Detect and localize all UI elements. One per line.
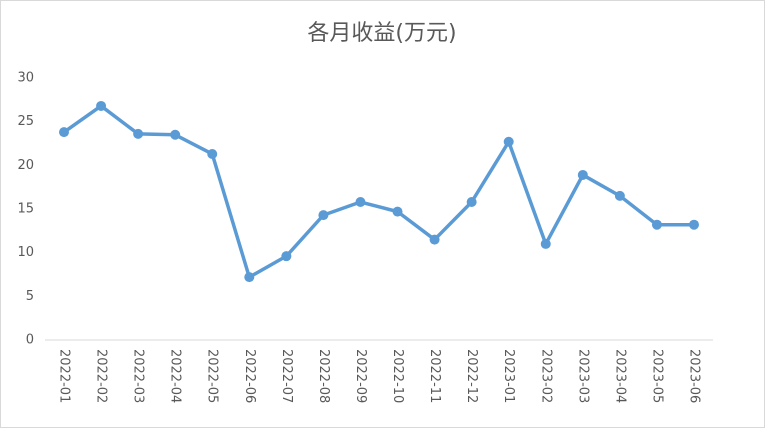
x-tick-label: 2022-03: [131, 349, 146, 403]
x-tick-label: 2023-03: [575, 349, 590, 403]
x-tick-label: 2022-02: [94, 349, 109, 403]
y-tick-label: 15: [17, 202, 34, 217]
x-tick-label: 2022-12: [464, 349, 479, 403]
data-point: [281, 251, 292, 262]
x-tick-label: 2023-01: [501, 349, 516, 403]
chart-title: 各月收益(万元): [307, 21, 456, 46]
y-tick-label: 5: [26, 289, 34, 304]
data-point: [207, 148, 218, 159]
x-tick-label: 2023-02: [538, 349, 553, 403]
data-point: [689, 219, 699, 230]
data-point: [392, 206, 403, 217]
data-point: [503, 136, 514, 147]
data-point: [244, 272, 255, 283]
x-tick-label: 2022-11: [427, 349, 442, 403]
data-point: [133, 128, 144, 139]
y-tick-label: 30: [17, 71, 34, 86]
x-tick-label: 2023-06: [687, 349, 702, 403]
data-point: [577, 169, 588, 180]
y-tick-label: 25: [17, 114, 34, 129]
data-point: [466, 197, 477, 208]
y-tick-label: 20: [17, 158, 34, 173]
x-tick-label: 2022-10: [390, 349, 405, 403]
data-point: [170, 129, 181, 140]
x-tick-label: 2022-07: [279, 349, 294, 403]
x-tick-label: 2022-06: [242, 349, 257, 403]
data-point: [59, 127, 69, 138]
data-point: [355, 197, 366, 208]
x-tick-label: 2022-09: [353, 349, 368, 403]
data-point: [429, 234, 440, 245]
x-tick-label: 2022-05: [205, 349, 220, 403]
data-point: [318, 210, 329, 221]
x-tick-label: 2022-04: [168, 349, 183, 403]
x-tick-label: 2023-04: [612, 349, 627, 403]
x-tick-label: 2022-08: [316, 349, 331, 403]
line-series: [62, 104, 694, 279]
data-point: [96, 100, 107, 111]
x-tick-label: 2023-05: [649, 349, 664, 403]
y-tick-label: 0: [26, 333, 34, 348]
data-point: [651, 219, 662, 230]
x-tick-label: 2022-01: [57, 349, 72, 403]
y-tick-label: 10: [17, 245, 34, 260]
data-point: [614, 190, 625, 201]
data-point: [540, 238, 551, 249]
